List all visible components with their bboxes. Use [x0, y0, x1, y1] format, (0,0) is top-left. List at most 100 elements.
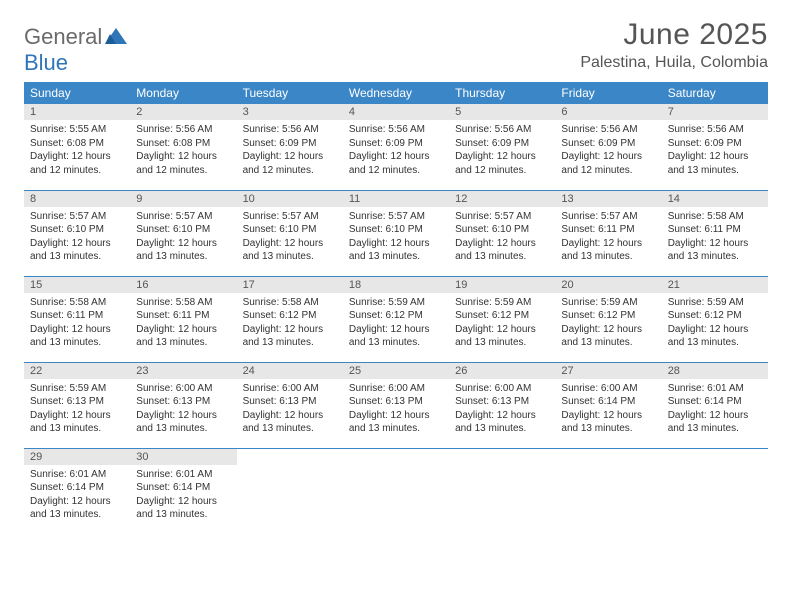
calendar-cell: 26Sunrise: 6:00 AMSunset: 6:13 PMDayligh… [449, 362, 555, 448]
calendar-cell: 11Sunrise: 5:57 AMSunset: 6:10 PMDayligh… [343, 190, 449, 276]
day-details: Sunrise: 5:59 AMSunset: 6:12 PMDaylight:… [662, 293, 768, 356]
day-number: 1 [24, 104, 130, 120]
calendar-cell: 30Sunrise: 6:01 AMSunset: 6:14 PMDayligh… [130, 448, 236, 534]
weekday-header: Sunday [24, 82, 130, 104]
day-number: 21 [662, 277, 768, 293]
calendar-cell: 28Sunrise: 6:01 AMSunset: 6:14 PMDayligh… [662, 362, 768, 448]
day-details: Sunrise: 6:00 AMSunset: 6:13 PMDaylight:… [130, 379, 236, 442]
calendar-week: 1Sunrise: 5:55 AMSunset: 6:08 PMDaylight… [24, 104, 768, 190]
calendar-week: 22Sunrise: 5:59 AMSunset: 6:13 PMDayligh… [24, 362, 768, 448]
calendar-cell: 8Sunrise: 5:57 AMSunset: 6:10 PMDaylight… [24, 190, 130, 276]
day-details: Sunrise: 6:01 AMSunset: 6:14 PMDaylight:… [662, 379, 768, 442]
calendar-cell: .. [555, 448, 661, 534]
day-details: Sunrise: 5:59 AMSunset: 6:12 PMDaylight:… [449, 293, 555, 356]
logo-text: General Blue [24, 24, 127, 76]
day-number: 30 [130, 449, 236, 465]
day-details: Sunrise: 6:01 AMSunset: 6:14 PMDaylight:… [130, 465, 236, 528]
calendar-cell: 6Sunrise: 5:56 AMSunset: 6:09 PMDaylight… [555, 104, 661, 190]
day-number: 22 [24, 363, 130, 379]
day-details: Sunrise: 5:58 AMSunset: 6:12 PMDaylight:… [237, 293, 343, 356]
day-number: 16 [130, 277, 236, 293]
calendar-cell: 14Sunrise: 5:58 AMSunset: 6:11 PMDayligh… [662, 190, 768, 276]
day-details: Sunrise: 6:00 AMSunset: 6:13 PMDaylight:… [449, 379, 555, 442]
day-details: Sunrise: 5:57 AMSunset: 6:10 PMDaylight:… [24, 207, 130, 270]
day-details: Sunrise: 5:56 AMSunset: 6:09 PMDaylight:… [449, 120, 555, 183]
month-title: June 2025 [580, 18, 768, 52]
day-number: 2 [130, 104, 236, 120]
calendar-cell: 21Sunrise: 5:59 AMSunset: 6:12 PMDayligh… [662, 276, 768, 362]
weekday-header: Thursday [449, 82, 555, 104]
header: General Blue June 2025 Palestina, Huila,… [24, 18, 768, 76]
calendar-cell: 25Sunrise: 6:00 AMSunset: 6:13 PMDayligh… [343, 362, 449, 448]
day-details: Sunrise: 5:57 AMSunset: 6:10 PMDaylight:… [449, 207, 555, 270]
day-details: Sunrise: 5:55 AMSunset: 6:08 PMDaylight:… [24, 120, 130, 183]
day-details: Sunrise: 5:57 AMSunset: 6:11 PMDaylight:… [555, 207, 661, 270]
day-number: 17 [237, 277, 343, 293]
day-details: Sunrise: 5:59 AMSunset: 6:12 PMDaylight:… [343, 293, 449, 356]
day-details: Sunrise: 5:57 AMSunset: 6:10 PMDaylight:… [130, 207, 236, 270]
calendar-cell: 12Sunrise: 5:57 AMSunset: 6:10 PMDayligh… [449, 190, 555, 276]
day-number: 26 [449, 363, 555, 379]
day-details: Sunrise: 6:00 AMSunset: 6:13 PMDaylight:… [343, 379, 449, 442]
day-number: 19 [449, 277, 555, 293]
day-number: 12 [449, 191, 555, 207]
day-number: 27 [555, 363, 661, 379]
day-details: Sunrise: 5:57 AMSunset: 6:10 PMDaylight:… [237, 207, 343, 270]
calendar-cell: 5Sunrise: 5:56 AMSunset: 6:09 PMDaylight… [449, 104, 555, 190]
weekday-header: Saturday [662, 82, 768, 104]
location: Palestina, Huila, Colombia [580, 54, 768, 72]
day-number: 10 [237, 191, 343, 207]
weekday-header: Wednesday [343, 82, 449, 104]
day-details: Sunrise: 5:58 AMSunset: 6:11 PMDaylight:… [130, 293, 236, 356]
calendar-cell: 16Sunrise: 5:58 AMSunset: 6:11 PMDayligh… [130, 276, 236, 362]
day-number: 6 [555, 104, 661, 120]
day-details: Sunrise: 5:56 AMSunset: 6:09 PMDaylight:… [237, 120, 343, 183]
day-details: Sunrise: 5:56 AMSunset: 6:08 PMDaylight:… [130, 120, 236, 183]
weekday-header: Monday [130, 82, 236, 104]
day-number: 24 [237, 363, 343, 379]
day-details: Sunrise: 6:00 AMSunset: 6:13 PMDaylight:… [237, 379, 343, 442]
calendar-table: SundayMondayTuesdayWednesdayThursdayFrid… [24, 82, 768, 534]
calendar-week: 15Sunrise: 5:58 AMSunset: 6:11 PMDayligh… [24, 276, 768, 362]
day-number: 20 [555, 277, 661, 293]
day-details: Sunrise: 5:56 AMSunset: 6:09 PMDaylight:… [555, 120, 661, 183]
day-number: 4 [343, 104, 449, 120]
calendar-cell: .. [662, 448, 768, 534]
calendar-cell: 23Sunrise: 6:00 AMSunset: 6:13 PMDayligh… [130, 362, 236, 448]
day-details: Sunrise: 5:59 AMSunset: 6:12 PMDaylight:… [555, 293, 661, 356]
logo: General Blue [24, 24, 127, 76]
calendar-cell: 17Sunrise: 5:58 AMSunset: 6:12 PMDayligh… [237, 276, 343, 362]
logo-sail-icon [105, 28, 127, 44]
day-number: 18 [343, 277, 449, 293]
day-number: 28 [662, 363, 768, 379]
calendar-week: 29Sunrise: 6:01 AMSunset: 6:14 PMDayligh… [24, 448, 768, 534]
day-number: 9 [130, 191, 236, 207]
day-details: Sunrise: 5:58 AMSunset: 6:11 PMDaylight:… [24, 293, 130, 356]
calendar-page: General Blue June 2025 Palestina, Huila,… [0, 0, 792, 534]
day-details: Sunrise: 6:01 AMSunset: 6:14 PMDaylight:… [24, 465, 130, 528]
calendar-cell: 10Sunrise: 5:57 AMSunset: 6:10 PMDayligh… [237, 190, 343, 276]
logo-word-general: General [24, 24, 102, 49]
day-number: 8 [24, 191, 130, 207]
weekday-header: Friday [555, 82, 661, 104]
day-number: 29 [24, 449, 130, 465]
logo-word-blue: Blue [24, 50, 68, 75]
calendar-cell: 29Sunrise: 6:01 AMSunset: 6:14 PMDayligh… [24, 448, 130, 534]
weekday-header: Tuesday [237, 82, 343, 104]
day-number: 14 [662, 191, 768, 207]
calendar-cell: 13Sunrise: 5:57 AMSunset: 6:11 PMDayligh… [555, 190, 661, 276]
day-details: Sunrise: 5:56 AMSunset: 6:09 PMDaylight:… [662, 120, 768, 183]
calendar-week: 8Sunrise: 5:57 AMSunset: 6:10 PMDaylight… [24, 190, 768, 276]
calendar-body: 1Sunrise: 5:55 AMSunset: 6:08 PMDaylight… [24, 104, 768, 534]
day-details: Sunrise: 5:58 AMSunset: 6:11 PMDaylight:… [662, 207, 768, 270]
calendar-cell: .. [449, 448, 555, 534]
day-number: 7 [662, 104, 768, 120]
day-number: 13 [555, 191, 661, 207]
calendar-cell: 9Sunrise: 5:57 AMSunset: 6:10 PMDaylight… [130, 190, 236, 276]
calendar-cell: 15Sunrise: 5:58 AMSunset: 6:11 PMDayligh… [24, 276, 130, 362]
calendar-cell: 4Sunrise: 5:56 AMSunset: 6:09 PMDaylight… [343, 104, 449, 190]
day-details: Sunrise: 5:56 AMSunset: 6:09 PMDaylight:… [343, 120, 449, 183]
day-number: 15 [24, 277, 130, 293]
calendar-cell: 3Sunrise: 5:56 AMSunset: 6:09 PMDaylight… [237, 104, 343, 190]
calendar-cell: 1Sunrise: 5:55 AMSunset: 6:08 PMDaylight… [24, 104, 130, 190]
